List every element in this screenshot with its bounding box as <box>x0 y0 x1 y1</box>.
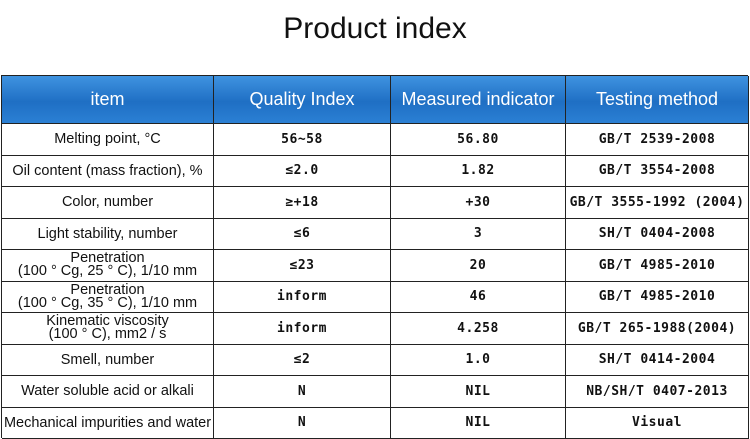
item-cell: Light stability, number <box>2 218 214 250</box>
value-cell: GB/T 265-1988(2004) <box>566 313 749 345</box>
page-title: Product index <box>283 12 467 45</box>
value-cell: NIL <box>391 376 566 408</box>
value-cell: 3 <box>391 218 566 250</box>
value-cell: 56.80 <box>391 124 566 156</box>
value-cell: 1.0 <box>391 344 566 376</box>
item-cell: Mechanical impurities and water <box>2 407 214 439</box>
value-cell: N <box>214 407 391 439</box>
cell-line: Penetration <box>70 250 145 267</box>
value-cell: SH/T 0404-2008 <box>566 218 749 250</box>
value-cell: inform <box>214 313 391 345</box>
item-cell: Kinematic viscosity (100 ° C), mm2 / s <box>2 313 214 345</box>
item-cell: Melting point, °C <box>2 124 214 156</box>
value-cell: GB/T 4985-2010 <box>566 281 749 313</box>
value-cell: GB/T 4985-2010 <box>566 250 749 282</box>
value-cell: ≤6 <box>214 218 391 250</box>
header-cell: Measured indicator <box>391 76 566 124</box>
value-cell: Visual <box>566 407 749 439</box>
item-cell: Penetration (100 ° Cg, 35 ° C), 1/10 mm <box>2 281 214 313</box>
value-cell: inform <box>214 281 391 313</box>
header-cell: Quality Index <box>214 76 391 124</box>
value-cell: +30 <box>391 187 566 219</box>
value-cell: ≤2 <box>214 344 391 376</box>
value-cell: 56~58 <box>214 124 391 156</box>
value-cell: NIL <box>391 407 566 439</box>
cell-line: (100 ° C), mm2 / s <box>48 326 167 343</box>
cell-line: (100 ° Cg, 35 ° C), 1/10 mm <box>17 294 198 311</box>
item-cell: Penetration (100 ° Cg, 25 ° C), 1/10 mm <box>2 250 214 282</box>
value-cell: NB/SH/T 0407-2013 <box>566 376 749 408</box>
value-cell: 4.258 <box>391 313 566 345</box>
value-cell: ≤23 <box>214 250 391 282</box>
value-cell: GB/T 3555-1992 (2004) <box>566 187 749 219</box>
cell-line: (100 ° Cg, 25 ° C), 1/10 mm <box>17 263 198 280</box>
value-cell: N <box>214 376 391 408</box>
value-cell: ≤2.0 <box>214 155 391 187</box>
cell-line: Kinematic viscosity <box>46 313 169 330</box>
item-cell: Oil content (mass fraction), % <box>2 155 214 187</box>
cell-line: Penetration <box>70 281 145 298</box>
value-cell: GB/T 2539-2008 <box>566 124 749 156</box>
table: item Quality Index Measured indicator Testi… <box>1 75 749 439</box>
value-cell: 20 <box>391 250 566 282</box>
header-cell: Testing method <box>566 76 749 124</box>
item-cell: Color, number <box>2 187 214 219</box>
value-cell: SH/T 0414-2004 <box>566 344 749 376</box>
item-cell: Smell, number <box>2 344 214 376</box>
value-cell: 1.82 <box>391 155 566 187</box>
header-cell: item <box>2 76 214 124</box>
value-cell: 46 <box>391 281 566 313</box>
item-cell: Water soluble acid or alkali <box>2 376 214 408</box>
value-cell: GB/T 3554-2008 <box>566 155 749 187</box>
value-cell: ≥+18 <box>214 187 391 219</box>
